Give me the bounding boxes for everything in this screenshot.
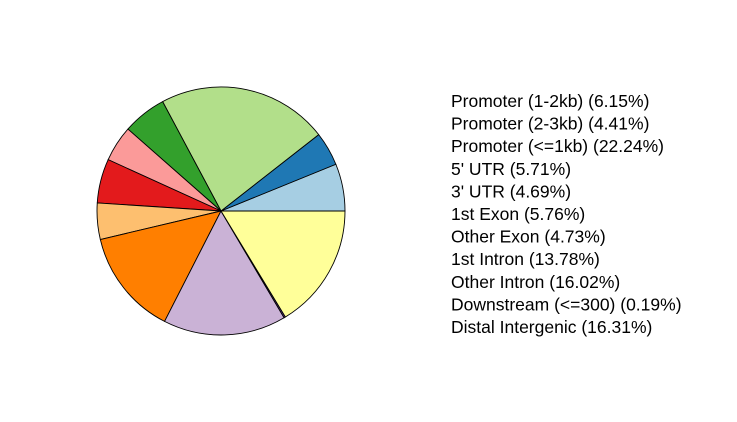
legend-entry-3: Promoter (<=1kb) (22.24%) — [451, 136, 664, 156]
legend-entry-10: Downstream (<=300) (0.19%) — [451, 294, 682, 314]
legend-entry-1: Promoter (1-2kb) (6.15%) — [451, 91, 649, 111]
pie-slices — [96, 86, 346, 336]
pie-slice-8 — [99, 210, 222, 322]
legend-entry-11: Distal Intergenic (16.31%) — [451, 317, 652, 337]
pie-slice-9 — [164, 210, 285, 336]
legend-entry-5: 3' UTR (4.69%) — [451, 181, 571, 201]
legend-entry-7: Other Exon (4.73%) — [451, 227, 606, 247]
legend-entry-9: Other Intron (16.02%) — [451, 272, 620, 292]
legend-entry-6: 1st Exon (5.76%) — [451, 204, 585, 224]
legend: Promoter (1-2kb) (6.15%) Promoter (2-3kb)… — [451, 91, 682, 337]
legend-entry-2: Promoter (2-3kb) (4.41%) — [451, 114, 649, 134]
pie-slice-3 — [162, 86, 320, 212]
legend-entry-8: 1st Intron (13.78%) — [451, 249, 600, 269]
legend-entry-4: 5' UTR (5.71%) — [451, 159, 571, 179]
pie-slice-11 — [220, 210, 346, 318]
